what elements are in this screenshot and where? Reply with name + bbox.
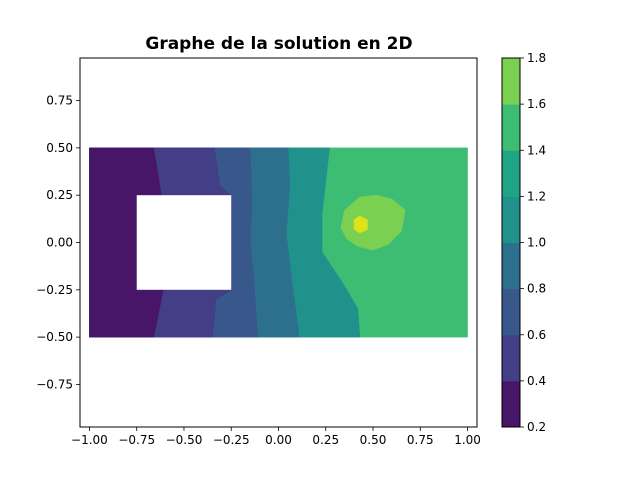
x-tick-label: 0.75 [407,433,434,447]
colorbar-segment [502,58,520,105]
x-tick-label: 1.00 [454,433,481,447]
colorbar-segment [502,243,520,290]
colorbar-tick-label: 0.2 [527,420,546,434]
chart-title: Graphe de la solution en 2D [145,34,412,54]
contour-island-1 [354,216,367,233]
y-axis: 0.75 0.50 0.25 0.00 −0.25 −0.50 −0.75 [36,94,80,392]
colorbar-segment [502,335,520,382]
x-tick-label: 0.50 [360,433,387,447]
x-tick-label: −0.75 [118,433,155,447]
colorbar: 0.2 0.4 0.6 0.8 1.0 1.2 1.4 1.6 1.8 [502,51,546,434]
colorbar-segment [502,289,520,336]
colorbar-tick-label: 0.8 [527,282,546,296]
colorbar-tick-label: 1.4 [527,143,546,157]
colorbar-segment [502,196,520,243]
colorbar-tick-label: 1.8 [527,51,546,65]
colorbar-segment [502,104,520,151]
y-tick-label: 0.25 [46,188,73,202]
y-tick-label: 0.00 [46,236,73,250]
y-tick-label: −0.50 [36,330,73,344]
x-tick-label: 0.00 [265,433,292,447]
colorbar-tick-label: 0.6 [527,328,546,342]
colorbar-tick-label: 1.2 [527,189,546,203]
x-tick-label: −0.50 [166,433,203,447]
domain-hole [137,195,232,290]
x-tick-label: 0.25 [312,433,339,447]
x-tick-label: −1.00 [71,433,108,447]
colorbar-segment [502,150,520,197]
y-tick-label: −0.25 [36,283,73,297]
x-axis: −1.00 −0.75 −0.50 −0.25 0.00 0.25 0.50 0.75 1.00 [71,427,481,447]
colorbar-tick-label: 1.0 [527,236,546,250]
y-tick-label: −0.75 [36,377,73,391]
x-tick-label: −0.25 [213,433,250,447]
y-tick-label: 0.75 [46,94,73,108]
colorbar-tick-label: 0.4 [527,374,546,388]
colorbar-tick-label: 1.6 [527,97,546,111]
plot-area [80,58,477,427]
y-tick-label: 0.50 [46,141,73,155]
colorbar-segment [502,381,520,428]
